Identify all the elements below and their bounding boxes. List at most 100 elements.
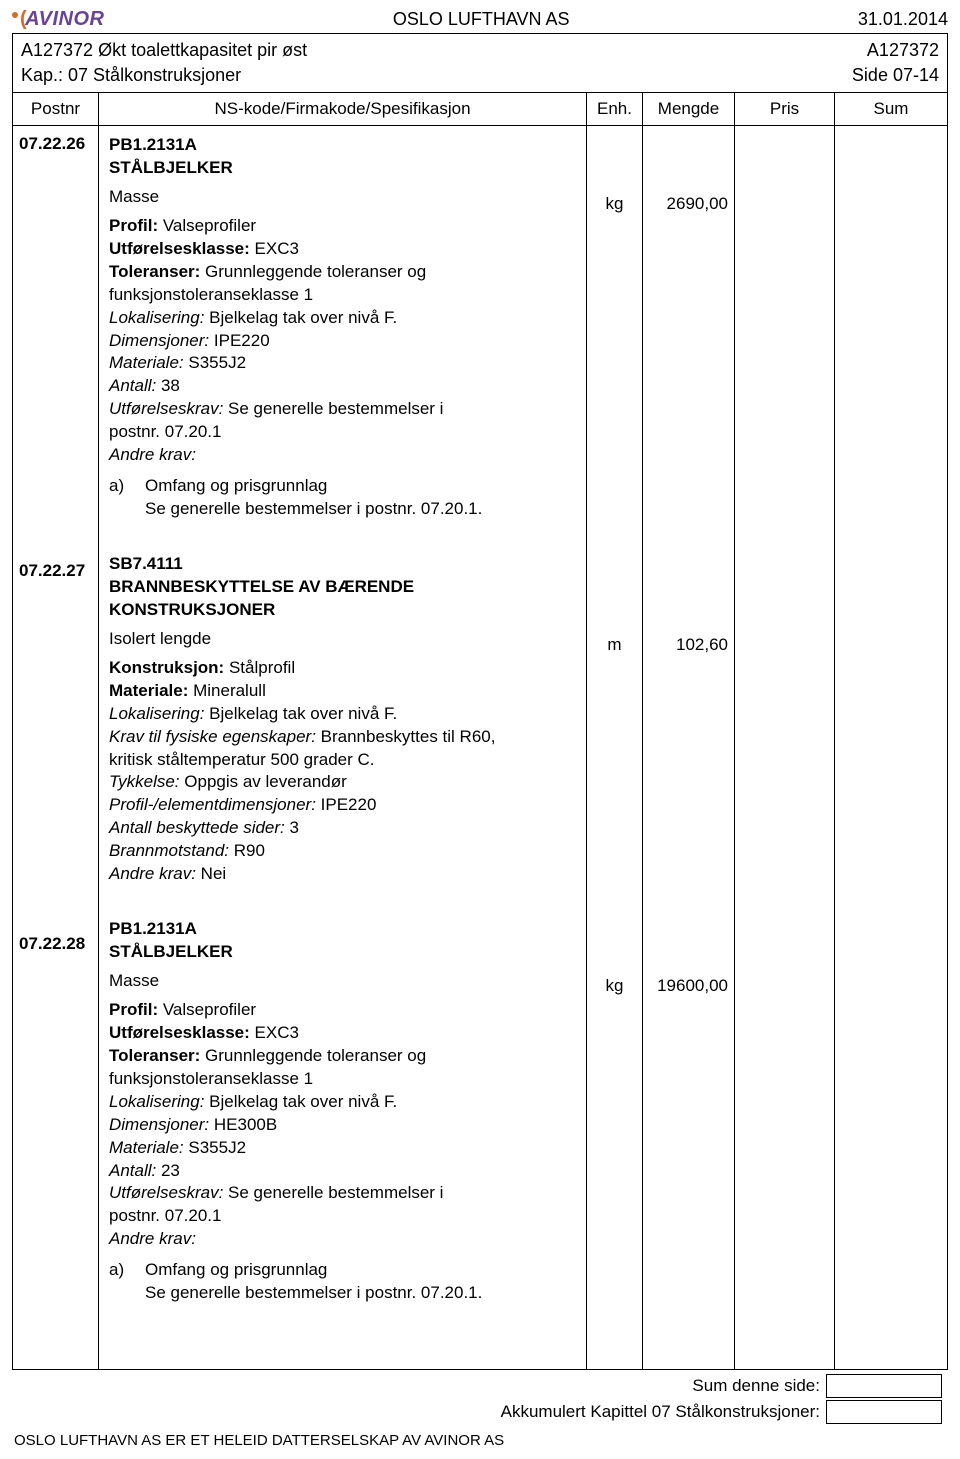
spec-line: Utførelsesklasse: EXC3 <box>109 1022 576 1045</box>
spec-line: Lokalisering: Bjelkelag tak over nivå F. <box>109 703 576 726</box>
entry-title: STÅLBJELKER <box>109 157 576 180</box>
spec-line: Materiale: S355J2 <box>109 1137 576 1160</box>
sum-page-row: Sum denne side: <box>12 1374 942 1398</box>
sum-page-box <box>826 1374 942 1398</box>
col-header-mengde: Mengde <box>643 93 735 125</box>
page-number: Side 07-14 <box>852 65 939 86</box>
sum-akk-label: Akkumulert Kapittel 07 Stålkonstruksjone… <box>501 1402 820 1422</box>
enh-cell: kg <box>591 918 638 1337</box>
entry-code: PB1.2131A <box>109 134 576 157</box>
spec-line: Krav til fysiske egenskaper: Brannbeskyt… <box>109 726 576 749</box>
project-ref: A127372 Økt toalettkapasitet pir øst <box>21 40 307 61</box>
table-body: 07.22.2607.22.2707.22.28 PB1.2131ASTÅLBJ… <box>13 126 947 1369</box>
sub-item: a)Omfang og prisgrunnlagSe generelle bes… <box>109 1259 576 1305</box>
postnr-column: 07.22.26 07.22.27 07.22.28 <box>13 126 99 1369</box>
col-header-pris: Pris <box>735 93 835 125</box>
pris-column <box>735 126 835 1369</box>
spec-line: Lokalisering: Bjelkelag tak over nivå F. <box>109 1091 576 1114</box>
spec-line: Antall: 23 <box>109 1160 576 1183</box>
col-header-enh: Enh. <box>587 93 643 125</box>
enh-column: kg m kg <box>587 126 643 1369</box>
measure-label: Masse <box>109 186 576 209</box>
postnr-value: 07.22.28 <box>19 934 92 1353</box>
spec-line: postnr. 07.20.1 <box>109 421 576 444</box>
spec-line: Dimensjoner: HE300B <box>109 1114 576 1137</box>
footer: Sum denne side: Akkumulert Kapittel 07 S… <box>12 1370 948 1459</box>
sum-lines: Sum denne side: Akkumulert Kapittel 07 S… <box>12 1370 948 1428</box>
measure-label: Masse <box>109 970 576 993</box>
spec-line: Profil: Valseprofiler <box>109 999 576 1022</box>
chapter: Kap.: 07 Stålkonstruksjoner <box>21 65 241 86</box>
col-header-sum: Sum <box>835 93 947 125</box>
sum-column <box>835 126 947 1369</box>
bottom-note: OSLO LUFTHAVN AS ER ET HELEID DATTERSELS… <box>12 1428 948 1459</box>
col-header-postnr: Postnr <box>13 93 99 125</box>
mengde-value: 2690,00 <box>649 194 728 214</box>
header-date: 31.01.2014 <box>858 9 948 30</box>
spec-line: Utførelseskrav: Se generelle bestemmelse… <box>109 1182 576 1205</box>
spec-column: PB1.2131ASTÅLBJELKERMasseProfil: Valsepr… <box>99 126 587 1369</box>
spec-line: Profil: Valseprofiler <box>109 215 576 238</box>
spec-line: Andre krav: <box>109 1228 576 1251</box>
meta-row-1: A127372 Økt toalettkapasitet pir øst A12… <box>13 34 947 63</box>
mengde-cell: 2690,00 <box>649 134 728 553</box>
sum-akk-row: Akkumulert Kapittel 07 Stålkonstruksjone… <box>12 1400 942 1424</box>
meta-row-2: Kap.: 07 Stålkonstruksjoner Side 07-14 <box>13 63 947 92</box>
postnr-value: 07.22.26 <box>19 134 92 553</box>
col-header-spec: NS-kode/Firmakode/Spesifikasjon <box>99 93 587 125</box>
sub-text: Omfang og prisgrunnlagSe generelle beste… <box>145 475 482 521</box>
spec-line: Andre krav: <box>109 444 576 467</box>
table-header: Postnr NS-kode/Firmakode/Spesifikasjon E… <box>13 92 947 126</box>
spec-line: Utførelseskrav: Se generelle bestemmelse… <box>109 398 576 421</box>
measure-label: Isolert lengde <box>109 628 576 651</box>
spec-line: Tykkelse: Oppgis av leverandør <box>109 771 576 794</box>
spec-line: Profil-/elementdimensjoner: IPE220 <box>109 794 576 817</box>
center-title: OSLO LUFTHAVN AS <box>393 9 570 30</box>
spec-line: Antall: 38 <box>109 375 576 398</box>
sub-text: Omfang og prisgrunnlagSe generelle beste… <box>145 1259 482 1305</box>
sum-page-label: Sum denne side: <box>692 1376 820 1396</box>
mengde-cell: 102,60 <box>649 553 728 918</box>
mengde-column: 2690,00 102,60 19600,00 <box>643 126 735 1369</box>
sub-label: a) <box>109 1259 145 1305</box>
postnr-value: 07.22.27 <box>19 561 92 926</box>
spec-line: funksjonstoleranseklasse 1 <box>109 1068 576 1091</box>
entry-code: PB1.2131A <box>109 918 576 941</box>
logo-dot-icon <box>12 12 18 18</box>
spec-line: kritisk ståltemperatur 500 grader C. <box>109 749 576 772</box>
entry-code: SB7.4111 <box>109 553 576 576</box>
spec-line: Antall beskyttede sider: 3 <box>109 817 576 840</box>
mengde-cell: 19600,00 <box>649 918 728 1337</box>
sub-label: a) <box>109 475 145 521</box>
entry-title: STÅLBJELKER <box>109 941 576 964</box>
mengde-value: 102,60 <box>649 635 728 655</box>
spec-line: postnr. 07.20.1 <box>109 1205 576 1228</box>
spec-line: Lokalisering: Bjelkelag tak over nivå F. <box>109 307 576 330</box>
project-id: A127372 <box>867 40 939 61</box>
spec-line: Toleranser: Grunnleggende toleranser og <box>109 261 576 284</box>
spec-line: funksjonstoleranseklasse 1 <box>109 284 576 307</box>
logo: ( AVINOR <box>12 8 104 31</box>
spec-line: Materiale: Mineralull <box>109 680 576 703</box>
content-frame: A127372 Økt toalettkapasitet pir øst A12… <box>12 33 948 1370</box>
spec-line: Dimensjoner: IPE220 <box>109 330 576 353</box>
spec-entry: SB7.4111BRANNBESKYTTELSE AV BÆRENDE KONS… <box>109 553 576 886</box>
enh-value: kg <box>591 194 638 214</box>
enh-value: kg <box>591 976 638 996</box>
spec-line: Andre krav: Nei <box>109 863 576 886</box>
enh-cell: kg <box>591 134 638 553</box>
page-header: ( AVINOR OSLO LUFTHAVN AS 31.01.2014 <box>12 8 948 31</box>
document-page: ( AVINOR OSLO LUFTHAVN AS 31.01.2014 A12… <box>0 0 960 1459</box>
spec-line: Toleranser: Grunnleggende toleranser og <box>109 1045 576 1068</box>
mengde-value: 19600,00 <box>649 976 728 996</box>
sub-item: a)Omfang og prisgrunnlagSe generelle bes… <box>109 475 576 521</box>
spec-line: Materiale: S355J2 <box>109 352 576 375</box>
sum-akk-box <box>826 1400 942 1424</box>
enh-cell: m <box>591 553 638 918</box>
spec-line: Konstruksjon: Stålprofil <box>109 657 576 680</box>
logo-text: AVINOR <box>25 8 104 31</box>
spec-entry: PB1.2131ASTÅLBJELKER Masse Profil: Valsepr… <box>109 918 576 1305</box>
enh-value: m <box>591 635 638 655</box>
spec-entry: PB1.2131ASTÅLBJELKER Masse Profil: Valsepr… <box>109 134 576 521</box>
spec-line: Brannmotstand: R90 <box>109 840 576 863</box>
